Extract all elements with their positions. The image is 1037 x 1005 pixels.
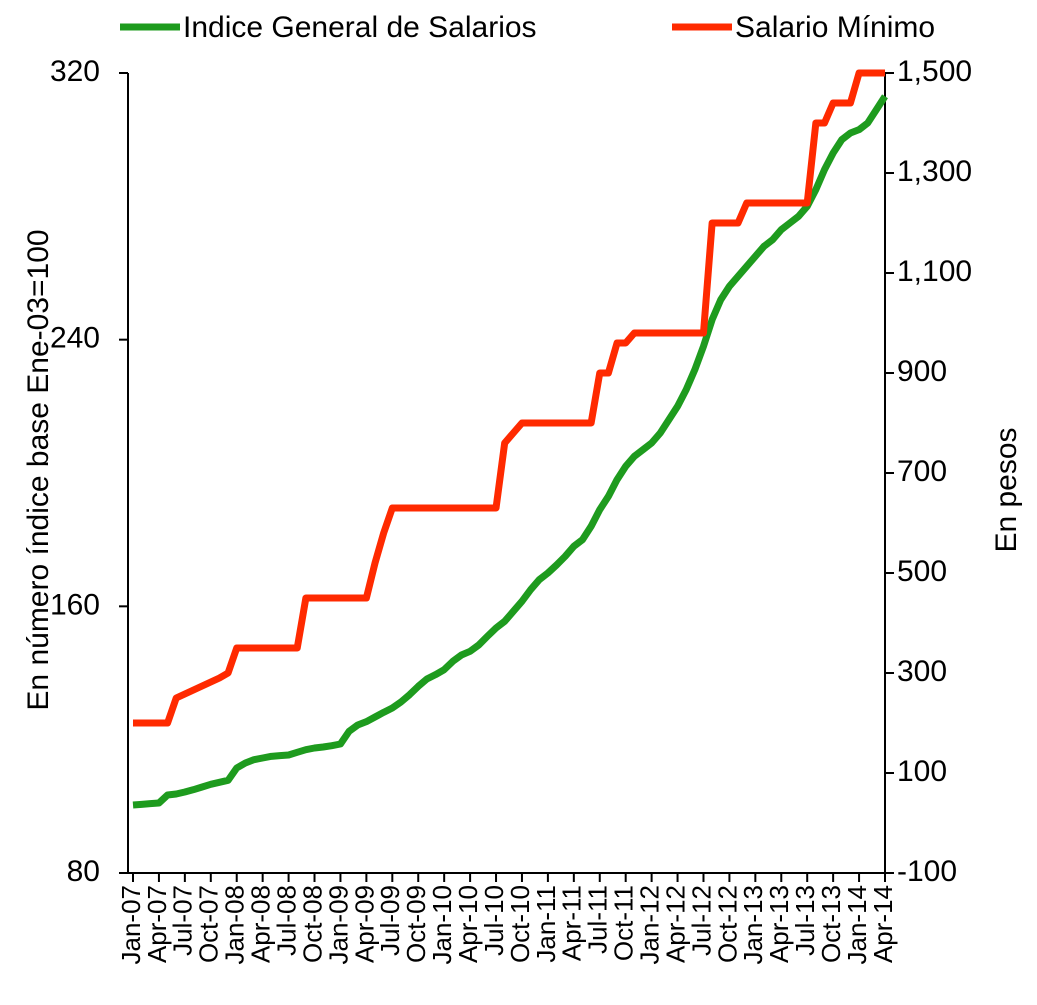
y2-tick-label: -100: [897, 855, 957, 888]
x-tick-label: Jan-12: [634, 885, 664, 965]
x-tick-label: Apr-07: [142, 885, 172, 963]
x-tick-label: Jan-10: [427, 885, 457, 965]
x-tick-label: Oct-11: [609, 885, 639, 961]
x-tick-label: Apr-12: [660, 885, 690, 963]
y2-tick-label: 1,500: [897, 55, 972, 88]
x-tick-label: Jul-13: [790, 885, 820, 956]
x-tick-label: Jul-12: [686, 885, 716, 956]
x-tick-label: Jan-09: [323, 885, 353, 965]
series-line: [133, 69, 885, 727]
x-tick-label: Apr-10: [453, 885, 483, 963]
legend-label: Salario Mínimo: [735, 11, 935, 44]
x-tick-label: Oct-09: [401, 885, 431, 963]
y-tick-label: 80: [67, 855, 100, 888]
y2-tick-label: 100: [897, 755, 947, 788]
y-tick-label: 160: [50, 588, 100, 621]
y2-tick-label: 700: [897, 455, 947, 488]
y2-tick-label: 300: [897, 655, 947, 688]
x-tick-label: Jul-10: [479, 885, 509, 956]
x-tick-label: Oct-08: [297, 885, 327, 963]
y2-tick-label: 500: [897, 555, 947, 588]
x-tick-label: Apr-11: [557, 885, 587, 961]
y2-tick-label: 1,100: [897, 255, 972, 288]
x-tick-label: Jan-07: [116, 885, 146, 965]
x-tick-label: Apr-09: [349, 885, 379, 963]
x-tick-label: Oct-13: [816, 885, 846, 963]
y-tick-label: 320: [50, 55, 100, 88]
x-tick-label: Oct-07: [194, 885, 224, 963]
x-tick-label: Jan-11: [531, 885, 561, 963]
x-tick-label: Apr-08: [246, 885, 276, 963]
series-line: [132, 94, 888, 809]
y-axis-label: En número índice base Ene-03=100: [22, 229, 55, 710]
x-tick-label: Jul-09: [375, 885, 405, 956]
x-tick-label: Jan-13: [738, 885, 768, 965]
x-tick-label: Jan-14: [842, 885, 872, 965]
y-tick-label: 240: [50, 322, 100, 355]
x-tick-label: Oct-12: [712, 885, 742, 963]
x-tick-label: Apr-14: [868, 885, 898, 963]
x-tick-label: Oct-10: [505, 885, 535, 963]
x-tick-label: Jul-07: [168, 885, 198, 956]
x-tick-label: Jul-08: [271, 885, 301, 956]
x-tick-label: Apr-13: [764, 885, 794, 963]
y2-tick-label: 1,300: [897, 155, 972, 188]
y2-tick-label: 900: [897, 355, 947, 388]
x-tick-label: Jul-11: [583, 885, 613, 954]
x-tick-label: Jan-08: [220, 885, 250, 965]
legend-label: Indice General de Salarios: [183, 11, 537, 44]
y2-axis-label: En pesos: [990, 427, 1023, 552]
